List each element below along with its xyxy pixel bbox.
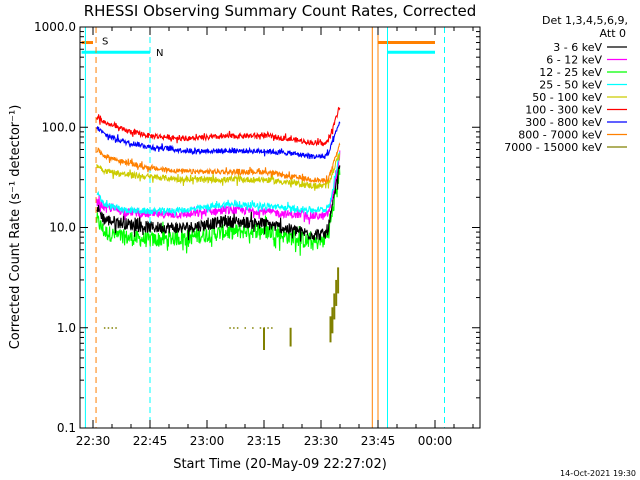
high-series-dot <box>236 327 239 329</box>
y-tick-label: 10.0 <box>49 221 76 235</box>
legend-label: 800 - 7000 keV <box>518 129 602 142</box>
series-line <box>96 106 341 147</box>
series-line <box>96 150 341 225</box>
high-series-dot <box>107 327 110 329</box>
series-line <box>96 165 341 242</box>
high-series-dot <box>103 327 106 329</box>
chart-title: RHESSI Observing Summary Count Rates, Co… <box>84 2 477 20</box>
high-series-dot <box>244 327 246 329</box>
high-series-dot <box>267 327 269 329</box>
series-line <box>96 142 341 185</box>
y-tick-label: 100.0 <box>42 120 76 134</box>
y-tick-label: 1.0 <box>57 321 76 335</box>
saa-label: S <box>102 37 108 48</box>
x-tick-label: 23:30 <box>304 434 339 448</box>
legend-label: 7000 - 15000 keV <box>504 141 602 154</box>
series-line <box>96 151 341 217</box>
series-line <box>96 153 341 191</box>
legend-label: 3 - 6 keV <box>553 41 602 54</box>
y-tick-label: 0.1 <box>57 421 76 435</box>
legend-header-2: Att 0 <box>600 27 626 40</box>
x-axis-label: Start Time (20-May-09 22:27:02) <box>173 457 387 472</box>
axis-layer: 0.1 1.0 10.0 100.0 1000.0 22:30 22:45 23:00 23:1… <box>34 20 480 448</box>
high-series-dot <box>229 327 231 329</box>
legend-label: 300 - 800 keV <box>525 116 602 129</box>
y-tick-label: 1000.0 <box>34 20 76 34</box>
x-tick-label: 23:15 <box>247 434 282 448</box>
legend-header: Det 1,3,4,5,6,9, <box>542 14 628 27</box>
annotation-layer: SN <box>81 27 445 428</box>
legend-label: 50 - 100 keV <box>532 91 602 104</box>
x-tick-label: 00:00 <box>418 434 453 448</box>
x-tick-label: 23:45 <box>361 434 396 448</box>
series-line <box>96 121 341 160</box>
legend-label: 100 - 300 keV <box>525 104 602 117</box>
high-series-dot <box>252 327 254 329</box>
high-series-dot <box>271 327 273 329</box>
x-tick-label: 22:30 <box>76 434 111 448</box>
high-series-dot <box>233 327 235 329</box>
y-axis-label: Corrected Count Rate (s⁻¹ detector⁻¹) <box>8 105 23 350</box>
series-layer <box>96 106 341 350</box>
night-label: N <box>156 48 163 59</box>
legend-label: 6 - 12 keV <box>546 54 602 67</box>
x-tick-label: 22:45 <box>133 434 168 448</box>
legend-label: 25 - 50 keV <box>539 79 602 92</box>
high-series-dot <box>111 327 113 329</box>
high-series-dot <box>115 327 117 329</box>
legend-label: 12 - 25 keV <box>539 66 602 79</box>
x-tick-label: 23:00 <box>190 434 225 448</box>
high-series-dot <box>259 327 262 329</box>
footer-timestamp: 14-Oct-2021 19:30 <box>560 469 636 478</box>
